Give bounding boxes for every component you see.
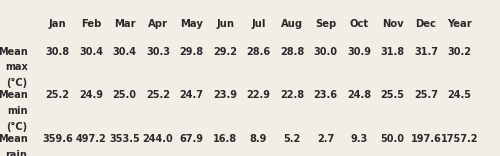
Text: 31.8: 31.8 xyxy=(380,47,404,57)
Text: 30.3: 30.3 xyxy=(146,47,170,57)
Text: 5.2: 5.2 xyxy=(284,134,300,144)
Text: 244.0: 244.0 xyxy=(142,134,174,144)
Text: 9.3: 9.3 xyxy=(350,134,368,144)
Text: Feb: Feb xyxy=(81,19,101,29)
Text: max: max xyxy=(5,62,28,72)
Text: Nov: Nov xyxy=(382,19,404,29)
Text: 25.7: 25.7 xyxy=(414,90,438,100)
Text: 24.8: 24.8 xyxy=(347,90,371,100)
Text: 28.8: 28.8 xyxy=(280,47,304,57)
Text: 25.2: 25.2 xyxy=(146,90,170,100)
Text: rain: rain xyxy=(6,150,28,156)
Text: 30.9: 30.9 xyxy=(347,47,371,57)
Text: Apr: Apr xyxy=(148,19,168,29)
Text: Jun: Jun xyxy=(216,19,234,29)
Text: Mean: Mean xyxy=(0,134,28,144)
Text: 25.2: 25.2 xyxy=(46,90,70,100)
Text: 28.6: 28.6 xyxy=(246,47,270,57)
Text: 24.7: 24.7 xyxy=(180,90,204,100)
Text: (°C): (°C) xyxy=(6,78,28,88)
Text: 22.8: 22.8 xyxy=(280,90,304,100)
Text: 24.5: 24.5 xyxy=(448,90,471,100)
Text: 25.0: 25.0 xyxy=(112,90,136,100)
Text: 24.9: 24.9 xyxy=(79,90,103,100)
Text: 22.9: 22.9 xyxy=(246,90,270,100)
Text: 23.6: 23.6 xyxy=(314,90,338,100)
Text: 497.2: 497.2 xyxy=(76,134,106,144)
Text: 30.0: 30.0 xyxy=(314,47,338,57)
Text: Mar: Mar xyxy=(114,19,136,29)
Text: Aug: Aug xyxy=(281,19,303,29)
Text: min: min xyxy=(7,106,28,116)
Text: 29.2: 29.2 xyxy=(213,47,237,57)
Text: 1757.2: 1757.2 xyxy=(441,134,478,144)
Text: 16.8: 16.8 xyxy=(213,134,237,144)
Text: 30.2: 30.2 xyxy=(448,47,471,57)
Text: 31.7: 31.7 xyxy=(414,47,438,57)
Text: 50.0: 50.0 xyxy=(380,134,404,144)
Text: 2.7: 2.7 xyxy=(317,134,334,144)
Text: 29.8: 29.8 xyxy=(180,47,204,57)
Text: Oct: Oct xyxy=(350,19,368,29)
Text: (°C): (°C) xyxy=(6,122,28,132)
Text: 359.6: 359.6 xyxy=(42,134,73,144)
Text: Mean: Mean xyxy=(0,90,28,100)
Text: 197.6: 197.6 xyxy=(410,134,442,144)
Text: May: May xyxy=(180,19,203,29)
Text: Year: Year xyxy=(447,19,472,29)
Text: Jul: Jul xyxy=(252,19,266,29)
Text: 30.4: 30.4 xyxy=(112,47,136,57)
Text: Dec: Dec xyxy=(416,19,436,29)
Text: 353.5: 353.5 xyxy=(109,134,140,144)
Text: 67.9: 67.9 xyxy=(180,134,204,144)
Text: Mean: Mean xyxy=(0,47,28,57)
Text: Jan: Jan xyxy=(48,19,66,29)
Text: 30.8: 30.8 xyxy=(46,47,70,57)
Text: 8.9: 8.9 xyxy=(250,134,267,144)
Text: 30.4: 30.4 xyxy=(79,47,103,57)
Text: 23.9: 23.9 xyxy=(213,90,237,100)
Text: 25.5: 25.5 xyxy=(380,90,404,100)
Text: Sep: Sep xyxy=(315,19,336,29)
